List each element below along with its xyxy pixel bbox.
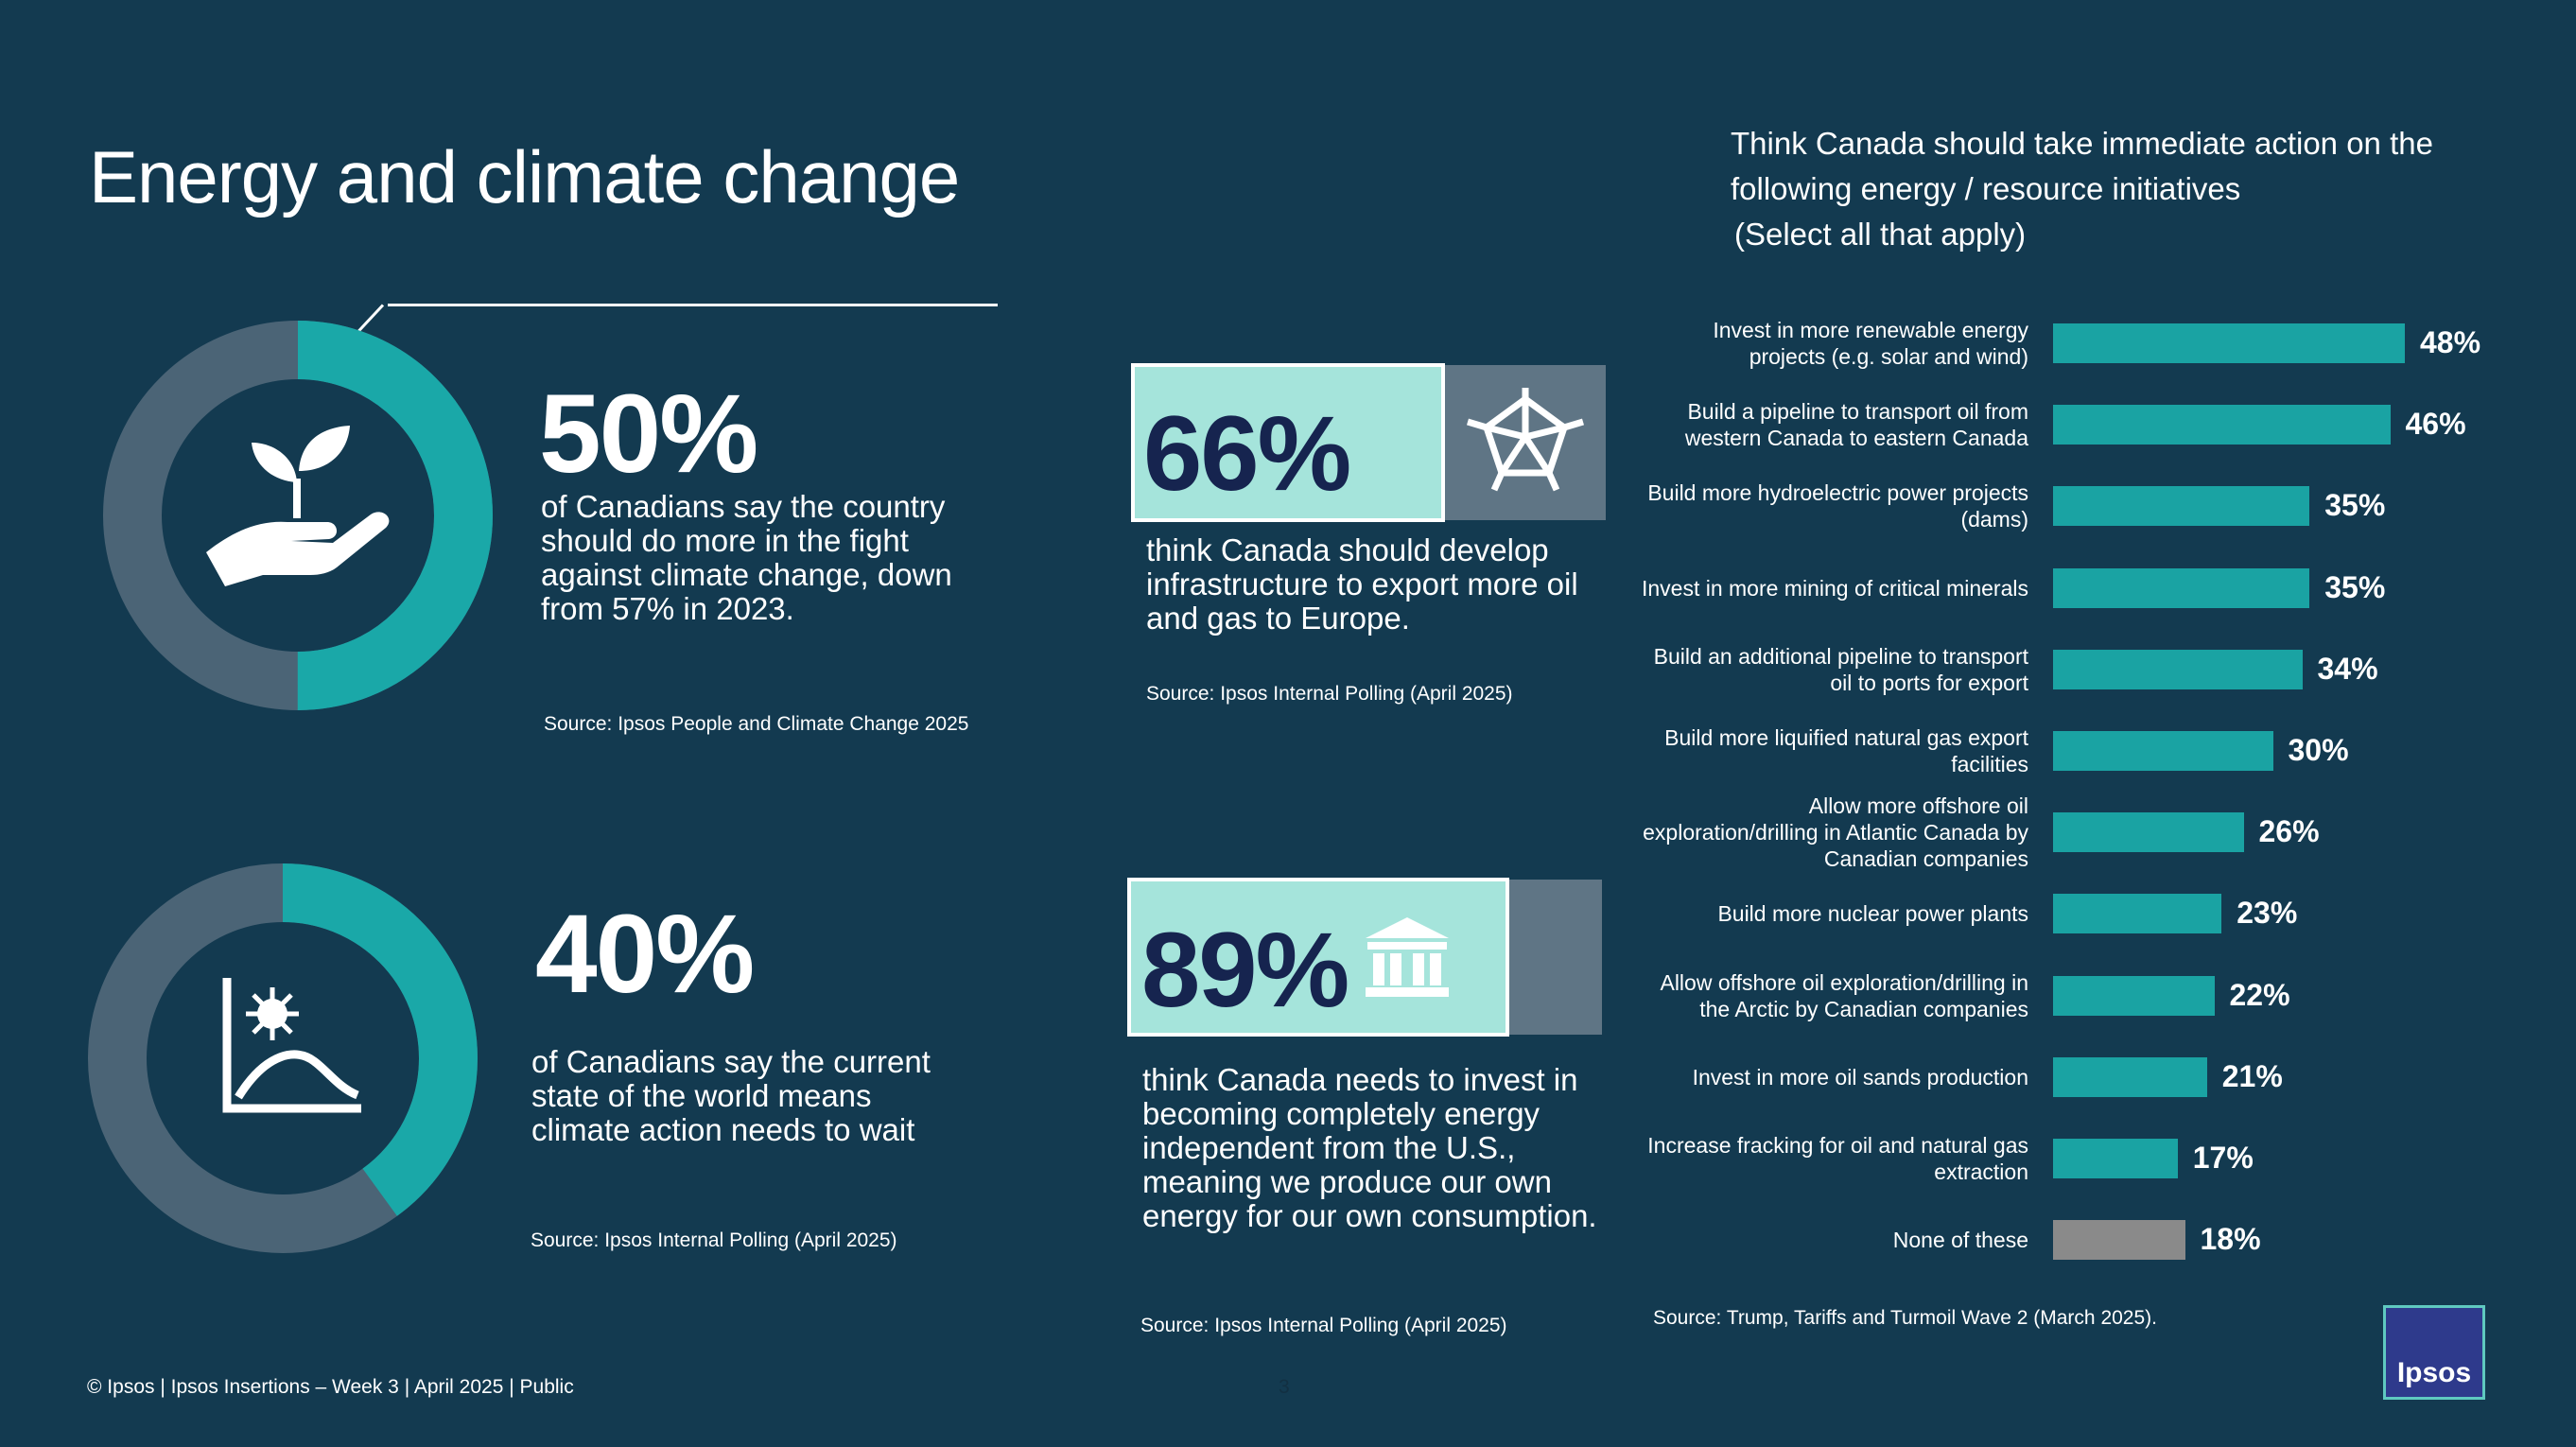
page-number: 3 [1279,1376,1290,1398]
chart-title: Think Canada should take immediate actio… [1731,121,2506,257]
hand-plant-icon [206,426,390,586]
bar-category-label: Build more liquified natural gas export … [1664,725,2028,776]
bar-value-label: 34% [2317,651,2378,686]
bar-category-label: Build a pipeline to transport oil from w… [1684,399,2028,451]
bar-value-label: 35% [2324,488,2386,523]
stat-1-value: 50% [539,372,758,497]
stat-1-text: of Canadians say the country should do m… [541,489,952,626]
bar [2053,975,2215,1016]
stat-2-source: Source: Ipsos Internal Polling (April 20… [531,1229,897,1251]
stat-4-source: Source: Ipsos Internal Polling (April 20… [1140,1315,1507,1336]
stat-3-icon-box [1445,365,1606,520]
bar [2053,894,2222,934]
chart-title-line-1: Think Canada should take immediate actio… [1731,126,2433,206]
logo-text: Ipsos [2396,1357,2472,1388]
bar-value-label: 18% [2200,1222,2261,1257]
stat-3-text: think Canada should develop infrastructu… [1146,532,1578,636]
bar-category-label: Allow offshore oil exploration/drilling … [1660,969,2028,1021]
bar-value-label: 48% [2420,325,2481,359]
bar-category-label: Increase fracking for oil and natural ga… [1647,1133,2028,1184]
donut-chart-1 [103,321,493,710]
donut-1-value-arc [103,321,493,710]
donut-chart-2 [88,863,478,1253]
chart-title-line-2: (Select all that apply) [1734,217,2027,252]
bar [2053,812,2244,853]
bar [2053,486,2310,527]
bar-value-label: 26% [2258,814,2320,849]
bar-category-label: Build more hydroelectric power projects … [1647,480,2028,532]
stat-2-text: of Canadians say the current state of th… [531,1044,931,1147]
chart-source: Source: Trump, Tariffs and Turmoil Wave … [1653,1307,2157,1329]
bar-value-label: 23% [2237,896,2298,931]
bar-value-label: 46% [2405,407,2466,442]
bar-value-label: 35% [2324,569,2386,604]
bar [2053,731,2273,771]
bar-category-label: Build an additional pipeline to transpor… [1653,643,2028,695]
bar-category-label: Invest in more renewable energy projects… [1713,318,2028,369]
bar [2053,1056,2207,1097]
bar-category-label: None of these [1892,1228,2028,1253]
footer-text: © Ipsos | Ipsos Insertions – Week 3 | Ap… [87,1376,574,1398]
page-title: Energy and climate change [89,135,960,218]
chart-virus-icon [222,978,361,1113]
stat-3-source: Source: Ipsos Internal Polling (April 20… [1146,683,1513,705]
government-building-icon [1366,917,1449,997]
bar [2053,405,2391,445]
stat-1-source: Source: Ipsos People and Climate Change … [544,713,969,735]
bar-category-label: Allow more offshore oil exploration/dril… [1643,793,2028,872]
bar-value-label: 21% [2221,1058,2283,1093]
bar-value-label: 30% [2288,733,2349,767]
stat-2-value: 40% [535,892,755,1017]
stat-3-box: 66% [1131,363,1445,522]
bar-value-label: 17% [2192,1141,2254,1175]
bar [2053,649,2303,689]
stat-4-value: 89% [1141,911,1349,1029]
stat-3-value: 66% [1143,394,1351,513]
donut-2-value-arc [88,863,478,1253]
ipsos-logo: Ipsos [2383,1305,2485,1400]
stat-4-side-box [1509,880,1602,1035]
bar-value-label: 22% [2229,977,2290,1012]
bar-category-label: Invest in more oil sands production [1692,1064,2028,1090]
bar [2053,1139,2178,1178]
stat-4-box: 89% [1127,878,1509,1037]
bar-category-label: Build more nuclear power plants [1717,901,2028,927]
bar-category-label: Invest in more mining of critical minera… [1641,575,2028,601]
bar [2053,567,2310,608]
oil-rig-icon [1466,388,1585,492]
bar [2053,1220,2185,1261]
bar [2053,323,2405,363]
stat-4-text: think Canada needs to invest in becoming… [1142,1062,1597,1233]
callout-line [388,304,998,306]
